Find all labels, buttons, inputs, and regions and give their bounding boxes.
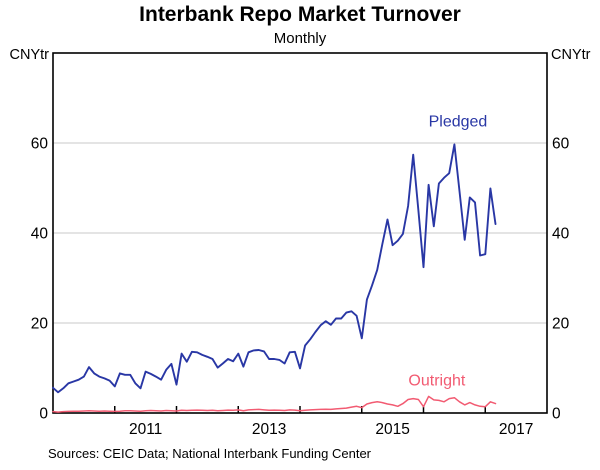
source-note: Sources: CEIC Data; National Interbank F… (48, 446, 372, 461)
y-axis-label-right-0: 0 (552, 406, 561, 423)
outright-line (52, 395, 497, 413)
y-axis-label-right-20: 20 (552, 316, 570, 333)
x-axis-label-2015: 2015 (375, 421, 409, 438)
y-axis-label-left-0: 0 (39, 406, 48, 423)
chart-title: Interbank Repo Market Turnover (139, 3, 461, 26)
pledged-series-label: Pledged (429, 113, 488, 130)
y-axis-unit-right: CNYtr (551, 47, 591, 63)
y-axis-label-right-60: 60 (552, 136, 570, 153)
pledged-line (52, 143, 497, 394)
chart-subtitle: Monthly (273, 30, 327, 47)
outright-series-label: Outright (408, 373, 465, 390)
y-axis-label-left-40: 40 (31, 226, 49, 243)
x-axis-label-2017: 2017 (499, 421, 533, 438)
y-axis-label-left-20: 20 (31, 316, 49, 333)
x-axis-label-2013: 2013 (252, 421, 286, 438)
y-axis-label-left-60: 60 (31, 136, 49, 153)
y-axis-unit-left: CNYtr (9, 47, 49, 63)
y-axis-label-right-40: 40 (552, 226, 570, 243)
x-axis-label-2011: 2011 (129, 421, 162, 438)
